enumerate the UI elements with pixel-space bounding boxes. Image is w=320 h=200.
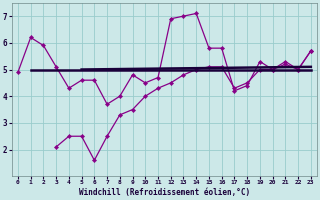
X-axis label: Windchill (Refroidissement éolien,°C): Windchill (Refroidissement éolien,°C) bbox=[79, 188, 250, 197]
